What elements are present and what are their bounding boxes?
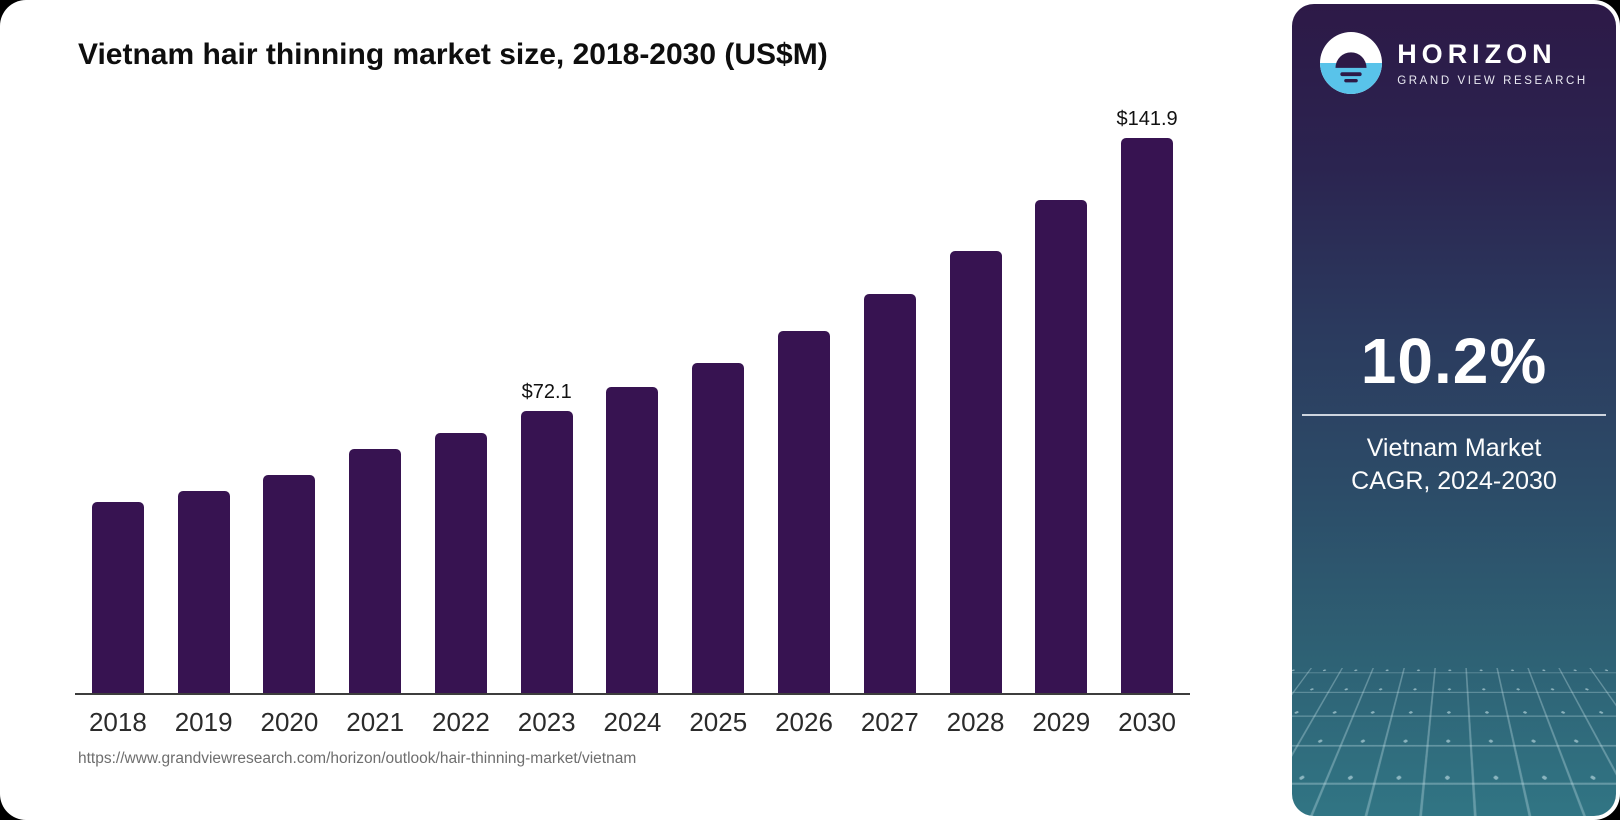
bar-column-2025: 2025 (675, 138, 761, 738)
bar-2027 (864, 294, 916, 693)
mesh-decoration (1292, 668, 1616, 816)
bar-2026 (778, 331, 830, 693)
x-tick-2030: 2030 (1118, 707, 1176, 738)
bar-area (161, 138, 247, 693)
bar-2025 (692, 363, 744, 693)
x-tick-2021: 2021 (346, 707, 404, 738)
cagr-stat: 10.2% Vietnam Market CAGR, 2024-2030 (1292, 324, 1616, 498)
bar-area (675, 138, 761, 693)
bar-area (418, 138, 504, 693)
x-tick-2023: 2023 (518, 707, 576, 738)
bar-area (247, 138, 333, 693)
bar-column-2030: $141.9 2030 (1104, 138, 1190, 738)
chart-title: Vietnam hair thinning market size, 2018-… (78, 38, 828, 72)
bar-column-2026: 2026 (761, 138, 847, 738)
x-tick-2029: 2029 (1032, 707, 1090, 738)
bar-column-2027: 2027 (847, 138, 933, 738)
bar-column-2023: $72.1 2023 (504, 138, 590, 738)
cagr-caption-line2: CAGR, 2024-2030 (1292, 465, 1616, 498)
horizon-sunset-icon (1320, 32, 1382, 94)
source-url: https://www.grandviewresearch.com/horizo… (78, 750, 636, 768)
bar-column-2022: 2022 (418, 138, 504, 738)
bar-2029 (1035, 200, 1087, 693)
bar-plot: 2018 2019 2020 2021 2022 $72.1 2023 2024 2025 202… (75, 138, 1190, 738)
x-tick-2025: 2025 (689, 707, 747, 738)
brand-text: HORIZON GRAND VIEW RESEARCH (1397, 39, 1588, 87)
brand-name: HORIZON (1397, 39, 1588, 70)
bar-2030 (1121, 138, 1173, 693)
bar-area (75, 138, 161, 693)
bar-2021 (349, 449, 401, 693)
bar-column-2019: 2019 (161, 138, 247, 738)
bar-area (761, 138, 847, 693)
bar-2023 (521, 411, 573, 693)
x-tick-2028: 2028 (947, 707, 1005, 738)
brand: HORIZON GRAND VIEW RESEARCH (1292, 32, 1616, 94)
bar-area (847, 138, 933, 693)
bar-2019 (178, 491, 230, 693)
bar-area: $72.1 (504, 138, 590, 693)
bar-column-2021: 2021 (332, 138, 418, 738)
x-tick-2019: 2019 (175, 707, 233, 738)
x-tick-2026: 2026 (775, 707, 833, 738)
stat-divider (1302, 414, 1606, 416)
bar-2022 (435, 433, 487, 693)
cagr-value: 10.2% (1292, 324, 1616, 398)
bar-2020 (263, 475, 315, 693)
report-card: Vietnam hair thinning market size, 2018-… (0, 0, 1620, 820)
x-tick-2022: 2022 (432, 707, 490, 738)
bar-column-2018: 2018 (75, 138, 161, 738)
x-tick-2018: 2018 (89, 707, 147, 738)
bar-2018 (92, 502, 144, 693)
bar-column-2029: 2029 (1018, 138, 1104, 738)
bar-area (332, 138, 418, 693)
bar-column-2020: 2020 (247, 138, 333, 738)
x-tick-2020: 2020 (260, 707, 318, 738)
bar-2028 (950, 251, 1002, 693)
bar-area: $141.9 (1104, 138, 1190, 693)
bar-area (1018, 138, 1104, 693)
data-label-2030: $141.9 (1116, 108, 1177, 131)
bar-area (590, 138, 676, 693)
bar-area (933, 138, 1019, 693)
sidebar: HORIZON GRAND VIEW RESEARCH 10.2% Vietna… (1292, 4, 1616, 816)
bar-column-2024: 2024 (590, 138, 676, 738)
x-tick-2024: 2024 (604, 707, 662, 738)
brand-subtitle: GRAND VIEW RESEARCH (1397, 75, 1588, 87)
data-label-2023: $72.1 (522, 381, 572, 404)
x-tick-2027: 2027 (861, 707, 919, 738)
cagr-caption-line1: Vietnam Market (1292, 432, 1616, 465)
bar-column-2028: 2028 (933, 138, 1019, 738)
x-axis-line (75, 693, 1190, 695)
bar-2024 (606, 387, 658, 693)
